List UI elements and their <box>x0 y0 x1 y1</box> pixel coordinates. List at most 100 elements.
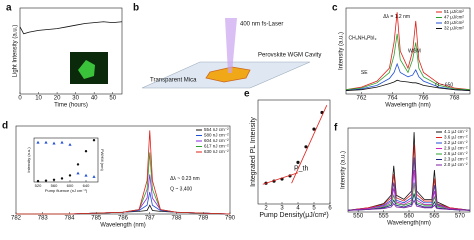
x-axis-label: Time (hours) <box>54 103 88 109</box>
crystal <box>78 60 95 79</box>
x-axis-label: Wavelength (nm) <box>385 103 430 109</box>
point <box>296 160 300 164</box>
diagram-b: b 400 nm fs-Laser Perovskite WGM Cavity … <box>133 3 321 89</box>
point <box>52 178 56 181</box>
legend-label: 554 nJ cm⁻² <box>204 127 229 132</box>
x-tick-label: 787 <box>145 216 156 222</box>
laser-beam <box>225 18 237 73</box>
legend-label: 3.6 μJ cm⁻² <box>444 135 468 140</box>
legend-label: 40 μJ/cm² <box>444 20 464 25</box>
x-tick-label: 555 <box>379 214 390 220</box>
y-axis-label: Integrated PL Intensity <box>250 117 257 187</box>
annotation: Δλ ~ 0.23 nm <box>170 176 200 182</box>
diagram-text: 400 nm fs-Laser <box>240 22 283 28</box>
plot-frame <box>33 137 99 183</box>
x-tick-label: 785 <box>91 216 102 222</box>
point <box>68 174 72 177</box>
series-line <box>347 182 471 211</box>
series-line <box>347 169 471 211</box>
page: b 400 nm fs-Laser Perovskite WGM Cavity … <box>2 2 471 229</box>
point <box>84 150 88 153</box>
point <box>44 140 48 144</box>
series-line <box>347 199 471 211</box>
x-tick-label: 2 <box>264 206 268 212</box>
x-axis-label: Pump Density(μJ/cm²) <box>259 212 328 219</box>
x-tick-label: 10 <box>35 96 42 102</box>
plot-frame <box>257 99 331 205</box>
x-tick-label: 50 <box>109 96 116 102</box>
y-axis-label: Intensity (a.u.) <box>26 147 31 173</box>
x-tick-label: 6 <box>328 206 332 212</box>
series-line <box>347 144 471 211</box>
legend-label: 580 nJ cm⁻² <box>204 133 229 138</box>
legend-label: 617 nJ cm⁻² <box>204 144 229 149</box>
x-tick-label: 762 <box>356 96 367 102</box>
x-tick-label: 560 <box>51 183 58 188</box>
series-line <box>347 157 471 211</box>
x-tick-label: 783 <box>38 216 49 222</box>
series-line <box>262 172 299 185</box>
point <box>304 145 308 149</box>
point <box>36 179 40 183</box>
x-tick-label: 0 <box>18 96 22 102</box>
x-tick-label: 550 <box>353 214 364 220</box>
panel-label: d <box>2 121 8 132</box>
annotation: Δλ = 1.2 nm <box>383 14 410 20</box>
x-tick-label: 784 <box>64 216 75 222</box>
x-axis-label: Wavelength (nm) <box>100 223 145 229</box>
point <box>76 163 80 166</box>
point <box>44 179 48 182</box>
series-line <box>345 33 471 91</box>
y-axis-label: Intensity (a.u.) <box>339 32 345 70</box>
legend-label: 630 nJ cm⁻² <box>204 149 229 154</box>
x-tick-label: 570 <box>455 214 466 220</box>
series-line <box>347 132 471 211</box>
x-tick-label: 789 <box>198 216 209 222</box>
y2-axis-label: FWHM (nm) <box>100 149 105 171</box>
x-tick-label: 520 <box>35 183 42 188</box>
point <box>76 171 80 175</box>
x-tick-label: 600 <box>67 183 74 188</box>
panel-label: b <box>133 3 139 14</box>
diagram-text: Perovskite WGM Cavity <box>258 53 321 59</box>
point <box>60 140 64 144</box>
series-line <box>347 193 471 211</box>
point <box>52 141 56 145</box>
point <box>92 175 96 178</box>
x-tick-label: 40 <box>91 96 98 102</box>
panel-label: a <box>6 3 12 14</box>
series-line <box>291 105 328 184</box>
x-tick-label: 5 <box>312 206 316 212</box>
plot-frame <box>19 7 123 95</box>
plot-frame <box>345 7 471 95</box>
point <box>60 177 64 180</box>
annotation: WGM <box>408 48 421 54</box>
x-tick-label: 782 <box>11 216 22 222</box>
point <box>312 127 316 131</box>
legend-label: 604 nJ cm⁻² <box>204 138 229 143</box>
x-tick-label: 3 <box>280 206 284 212</box>
legend-label: 3.2 μJ cm⁻² <box>444 140 468 145</box>
panel-label: f <box>334 123 338 134</box>
x-tick-label: 30 <box>72 96 79 102</box>
annotation: Q ~ 650 <box>435 83 453 89</box>
legend-label: 2.6 μJ cm⁻² <box>444 151 468 156</box>
legend-label: 2.0 μJ cm⁻² <box>444 162 468 167</box>
annotation: P_th <box>294 165 309 172</box>
legend-label: 2.9 μJ cm⁻² <box>444 146 468 151</box>
annotation: Q ~ 3,400 <box>170 187 192 193</box>
x-tick-label: 560 <box>404 214 415 220</box>
legend-label: 4.1 μJ cm⁻² <box>444 129 468 134</box>
legend-label: 2.3 μJ cm⁻² <box>444 157 468 162</box>
y-axis-label: Intensity (a.u.) <box>341 151 347 189</box>
series-line <box>16 130 231 215</box>
x-tick-label: 4 <box>296 206 300 212</box>
x-tick-label: 640 <box>83 183 90 188</box>
x-tick-label: 20 <box>54 96 61 102</box>
point <box>68 143 72 146</box>
point <box>92 139 96 142</box>
legend-label: 51 μJ/cm² <box>444 9 464 14</box>
x-tick-label: 764 <box>387 96 398 102</box>
y-axis-label: Light Intensity (a.u.) <box>13 25 19 78</box>
x-tick-label: 786 <box>118 216 129 222</box>
